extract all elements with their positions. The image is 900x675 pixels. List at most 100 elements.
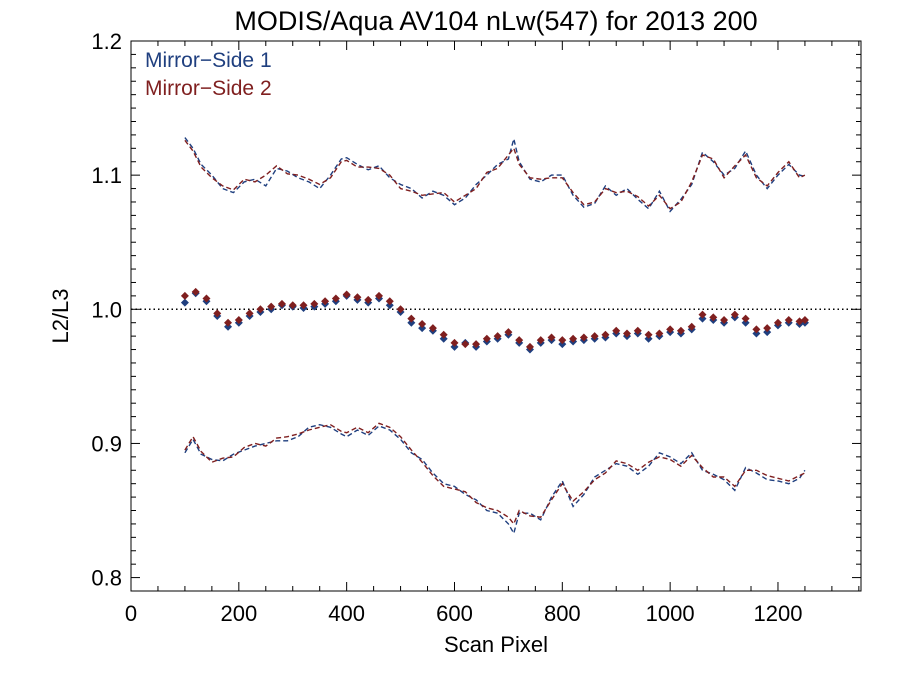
series-mirror-side-2-point	[525, 342, 534, 351]
x-tick-label: 0	[125, 601, 137, 626]
legend: Mirror−Side 1 Mirror−Side 2	[145, 49, 272, 100]
series-mirror-side-2-point	[633, 326, 642, 335]
x-tick-label: 1000	[646, 601, 695, 626]
series-mirror-side-1-point	[763, 328, 772, 337]
series-mirror-side-2-upper-line	[184, 139, 806, 210]
x-tick-label: 800	[544, 601, 581, 626]
series-mirror-side-2-point	[321, 297, 330, 306]
series-mirror-side-2-point	[687, 322, 696, 331]
series-mirror-side-2-point	[547, 333, 556, 342]
series-mirror-side-1-point	[558, 340, 567, 349]
series-mirror-side-2-point	[299, 301, 308, 310]
series-mirror-side-2-point	[353, 293, 362, 302]
x-tick-label: 600	[436, 601, 473, 626]
y-tick-label: 0.9	[91, 431, 122, 456]
series-mirror-side-2-point	[800, 316, 809, 325]
y-tick-label: 0.8	[91, 566, 122, 591]
series-mirror-side-2-point	[752, 325, 761, 334]
series-mirror-side-1-point	[224, 322, 233, 331]
series-mirror-side-1-point	[644, 334, 653, 343]
series-mirror-side-2-point	[623, 329, 632, 338]
series-mirror-side-2-point	[461, 340, 470, 349]
series-mirror-side-2-point	[493, 332, 502, 341]
series-mirror-side-1-point	[439, 334, 448, 343]
series-mirror-side-2-point	[730, 310, 739, 319]
series-mirror-side-1-point	[385, 301, 394, 310]
series-mirror-side-1-point	[418, 324, 427, 333]
series-mirror-side-2-point	[515, 336, 524, 345]
series-mirror-side-2-point	[439, 330, 448, 339]
y-tick-label: 1.1	[91, 163, 122, 188]
series-mirror-side-2-point	[288, 301, 297, 310]
axes: 0 200 400 600 800 1000 1200 0.8 0.9 1.0 1.1 1.2	[91, 29, 862, 626]
series-mirror-side-2-point	[590, 332, 599, 341]
y-axis-label: L2/L3	[48, 288, 73, 343]
chart-title: MODIS/Aqua AV104 nLw(547) for 2013 200	[234, 6, 757, 36]
x-axis-label: Scan Pixel	[444, 632, 548, 657]
x-tick-label: 400	[328, 601, 365, 626]
series-mirror-side-2-point	[234, 316, 243, 325]
series-mirror-side-1-point	[407, 318, 416, 327]
series-mirror-side-2-point	[180, 291, 189, 300]
series-mirror-side-2-point	[536, 336, 545, 345]
series-mirror-side-2-point	[202, 294, 211, 303]
series-mirror-side-2-point	[213, 309, 222, 318]
series-mirror-side-2-point	[277, 299, 286, 308]
series-mirror-side-2-point	[763, 324, 772, 333]
series-mirror-side-2-point	[418, 320, 427, 329]
series-mirror-side-2-point	[504, 328, 513, 337]
x-tick-label: 200	[220, 601, 257, 626]
series-mirror-side-2-point	[773, 318, 782, 327]
series-mirror-side-2-point	[472, 340, 481, 349]
series-mirror-side-2-point	[720, 316, 729, 325]
series-mirror-side-1	[180, 289, 809, 354]
series-mirror-side-2-point	[601, 330, 610, 339]
series-mirror-side-2-point	[364, 295, 373, 304]
series-mirror-side-2-point	[396, 305, 405, 314]
series-mirror-side-2-point	[644, 330, 653, 339]
y-tick-label: 1.0	[91, 297, 122, 322]
series-mirror-side-2-point	[698, 310, 707, 319]
series-mirror-side-2-point	[666, 325, 675, 334]
series-mirror-side-2-point	[331, 294, 340, 303]
series-mirror-side-2-point	[655, 329, 664, 338]
series-mirror-side-1-point	[180, 298, 189, 307]
series-mirror-side-2-point	[428, 324, 437, 333]
series-mirror-side-2-point	[795, 317, 804, 326]
series-mirror-side-2	[180, 287, 809, 351]
series-mirror-side-2-point	[256, 305, 265, 314]
series-mirror-side-1-point	[698, 314, 707, 323]
plot-frame	[130, 40, 862, 592]
series-mirror-side-2-point	[709, 313, 718, 322]
series-mirror-side-2-point	[191, 287, 200, 296]
series-mirror-side-2-point	[224, 318, 233, 327]
series-mirror-side-2-point	[579, 333, 588, 342]
series-mirror-side-2-point	[784, 316, 793, 325]
legend-entry-mirror-side-2: Mirror−Side 2	[145, 77, 272, 100]
series-mirror-side-2-lower-line	[184, 422, 806, 526]
legend-entry-mirror-side-1: Mirror−Side 1	[145, 49, 272, 72]
series-mirror-side-1-point	[741, 318, 750, 327]
series-mirror-side-2-point	[375, 291, 384, 300]
series-mirror-side-2-point	[612, 326, 621, 335]
series-mirror-side-2-point	[407, 314, 416, 323]
series-mirror-side-2-point	[245, 309, 254, 318]
series-mirror-side-2-point	[676, 326, 685, 335]
series-mirror-side-2-point	[482, 334, 491, 343]
series-mirror-side-2-point	[450, 338, 459, 347]
series-mirror-side-1-point	[752, 329, 761, 338]
series-mirror-side-2-point	[385, 297, 394, 306]
x-tick-label: 1200	[753, 601, 802, 626]
series-mirror-side-1-lower-line	[184, 423, 806, 536]
y-tick-label: 1.2	[91, 29, 122, 54]
series-mirror-side-2-point	[310, 299, 319, 308]
series-mirror-side-1-upper-line	[184, 137, 806, 213]
series-mirror-side-2-point	[342, 290, 351, 299]
series-mirror-side-1-point	[450, 342, 459, 351]
plot-area	[131, 137, 861, 536]
series-mirror-side-2-point	[569, 334, 578, 343]
series-mirror-side-2-point	[558, 336, 567, 345]
series-mirror-side-2-point	[741, 314, 750, 323]
